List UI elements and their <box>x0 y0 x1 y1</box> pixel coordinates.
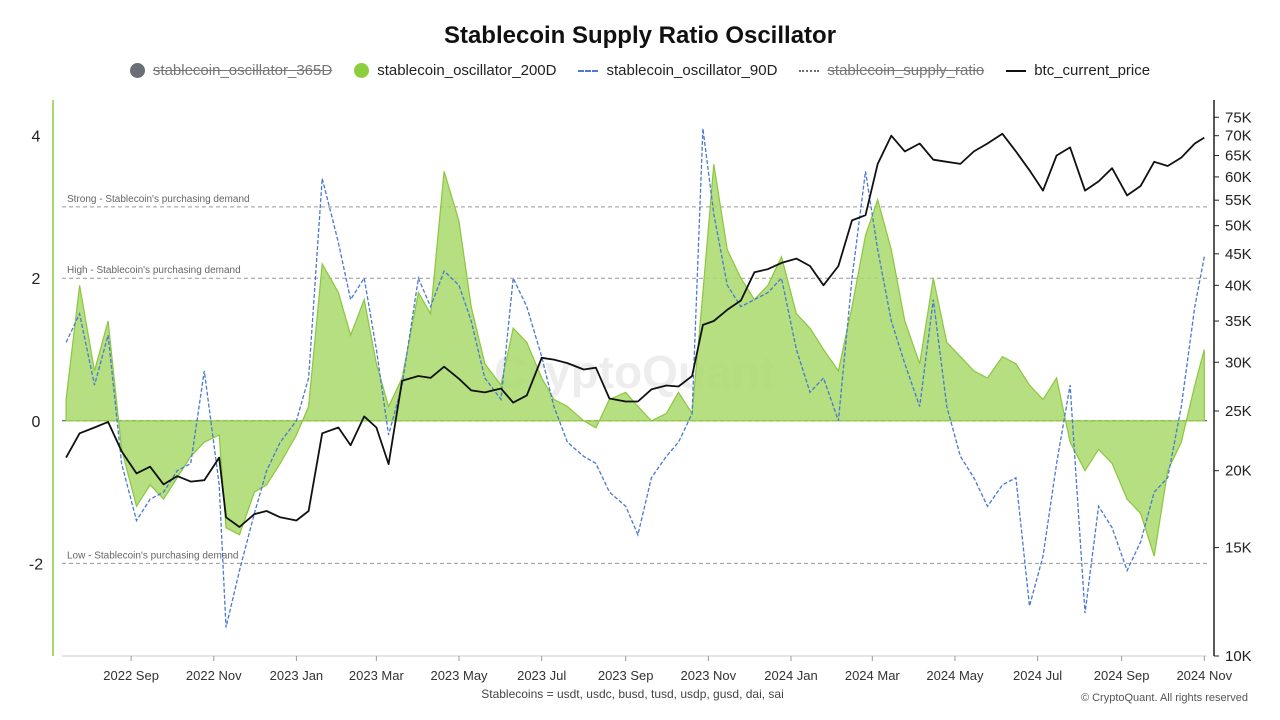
legend-line-marker <box>799 69 820 72</box>
legend-label: btc_current_price <box>1034 62 1151 79</box>
y-right-tick-label: 45K <box>1225 246 1252 263</box>
x-tick-label: 2024 Jul <box>1013 668 1062 683</box>
x-tick-label: 2023 Jul <box>517 668 566 683</box>
y-right-tick-label: 70K <box>1225 128 1252 145</box>
y-right-tick-label: 30K <box>1225 354 1252 371</box>
x-tick-label: 2022 Sep <box>103 668 159 683</box>
x-tick-label: 2023 May <box>430 668 488 683</box>
legend-item-stablecoin-oscillator-365D[interactable]: stablecoin_oscillator_365D <box>129 62 333 79</box>
legend-label: stablecoin_supply_ratio <box>827 62 985 79</box>
y-right-tick-label: 55K <box>1225 192 1252 209</box>
y-right-tick-label: 50K <box>1225 218 1252 235</box>
y-left-tick-label: 4 <box>32 129 41 146</box>
chart-title: Stablecoin Supply Ratio Oscillator <box>443 22 837 49</box>
series-line-btc-price <box>65 132 1205 528</box>
x-tick-label: 2024 Sep <box>1094 668 1150 683</box>
x-tick-label: 2024 Mar <box>845 668 901 683</box>
x-tick-label: 2023 Mar <box>349 668 405 683</box>
y-right-tick-label: 20K <box>1225 463 1252 480</box>
legend-label: stablecoin_oscillator_90D <box>606 62 778 79</box>
legend-item-stablecoin-oscillator-90D[interactable]: stablecoin_oscillator_90D <box>578 62 777 79</box>
footnote: Stablecoins = usdt, usdc, busd, tusd, us… <box>481 687 784 701</box>
x-tick-label: 2024 Nov <box>1176 668 1232 683</box>
y-left-tick-label: -2 <box>29 556 43 573</box>
reference-label: Low - Stablecoin's purchasing demand <box>67 550 238 561</box>
reference-label: High - Stablecoin's purchasing demand <box>67 265 241 276</box>
y-right-tick-label: 40K <box>1225 277 1252 294</box>
y-right-tick-label: 35K <box>1225 313 1252 330</box>
series-area-200d <box>65 164 1205 557</box>
y-left-tick-label: 2 <box>32 271 41 288</box>
legend-label: stablecoin_oscillator_200D <box>377 62 557 79</box>
x-tick-label: 2023 Sep <box>598 668 654 683</box>
x-tick-label: 2023 Jan <box>270 668 324 683</box>
x-tick-label: 2024 Jan <box>764 668 818 683</box>
legend-item-btc-current-price[interactable]: btc_current_price <box>1006 62 1150 79</box>
reference-label: Strong - Stablecoin's purchasing demand <box>67 194 250 205</box>
x-tick-label: 2022 Nov <box>186 668 242 683</box>
x-tick-label: 2024 May <box>926 668 984 683</box>
y-right-tick-label: 25K <box>1225 403 1252 420</box>
legend-item-stablecoin-oscillator-200D[interactable]: stablecoin_oscillator_200D <box>354 62 556 79</box>
y-right-tick-label: 60K <box>1225 169 1252 186</box>
legend-item-stablecoin-supply-ratio[interactable]: stablecoin_supply_ratio <box>799 62 984 79</box>
copyright: © CryptoQuant. All rights reserved <box>1080 692 1248 704</box>
legend-line-marker <box>1006 69 1027 72</box>
y-right-tick-label: 75K <box>1225 109 1252 126</box>
x-tick-label: 2023 Nov <box>681 668 737 683</box>
legend-dot-marker <box>129 63 145 78</box>
legend-label: stablecoin_oscillator_365D <box>152 62 333 79</box>
legend: stablecoin_oscillator_365D stablecoin_osc… <box>0 62 1280 79</box>
y-right-tick-label: 15K <box>1225 540 1252 557</box>
y-right-tick-label: 10K <box>1225 648 1252 665</box>
y-right-tick-label: 65K <box>1225 148 1252 165</box>
legend-dot-marker <box>354 63 370 78</box>
y-left-tick-label: 0 <box>32 414 41 431</box>
legend-line-marker <box>578 69 599 72</box>
